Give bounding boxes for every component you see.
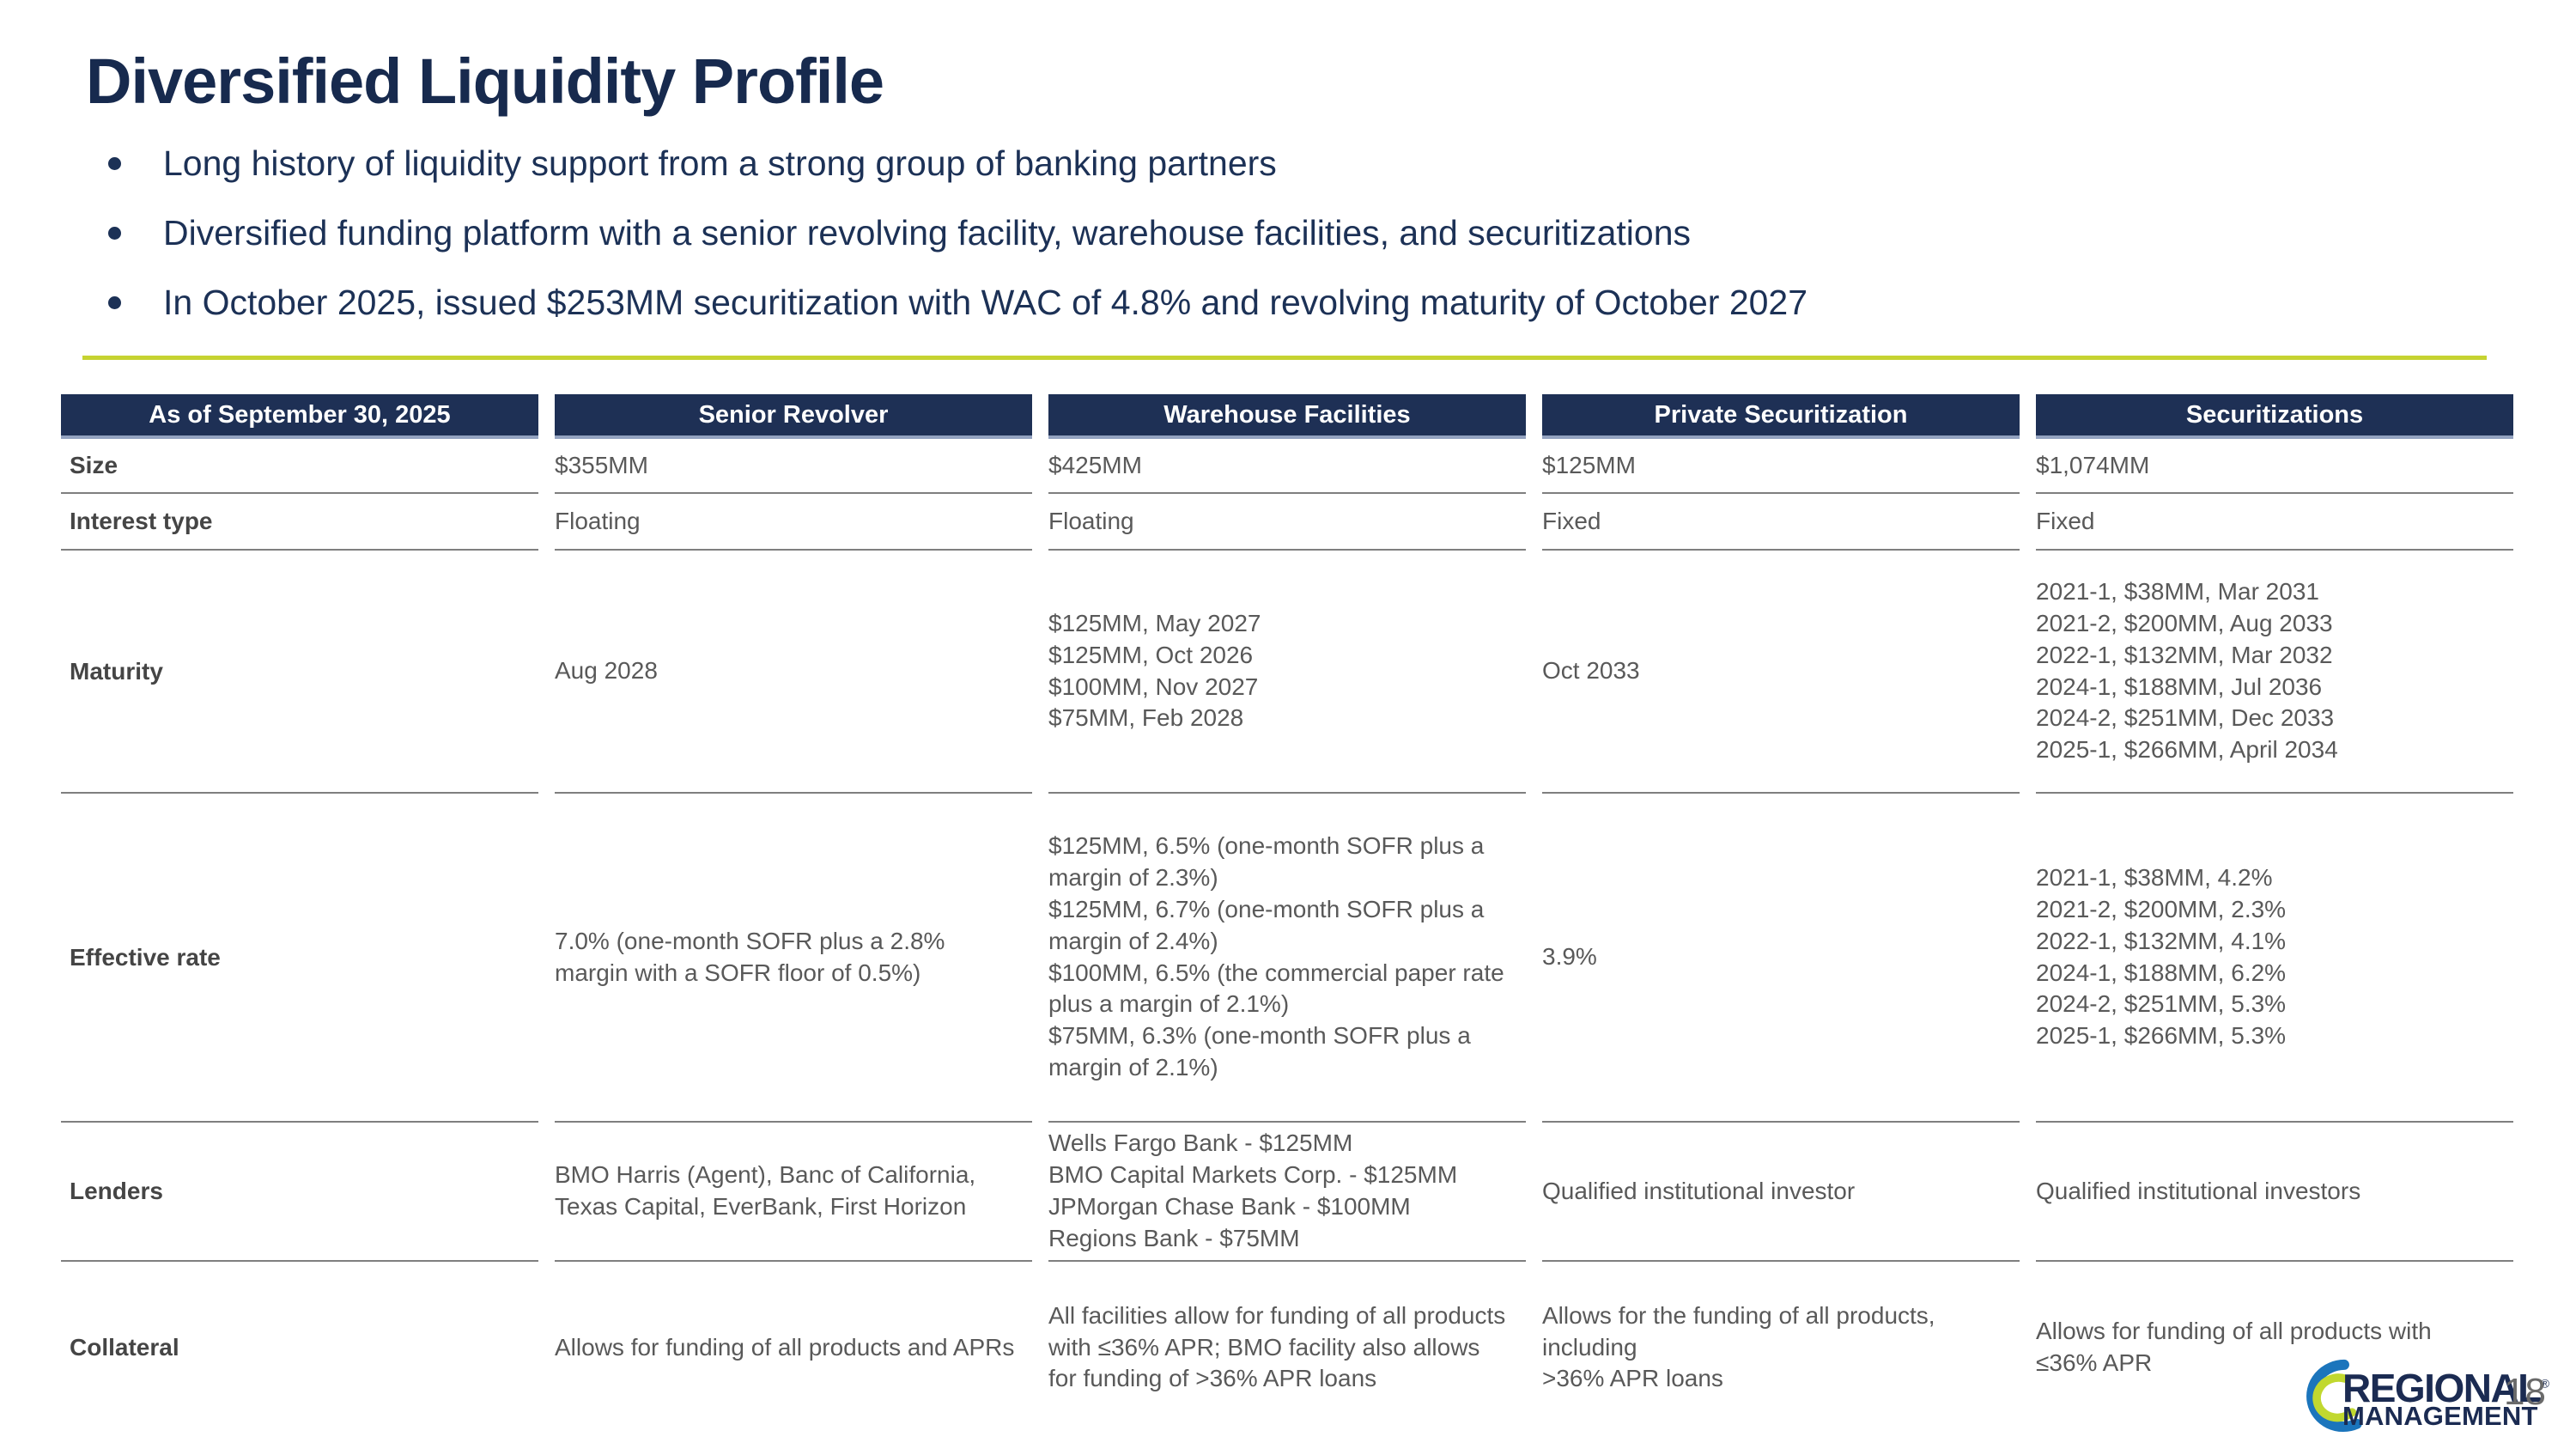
row-label-collateral: Collateral <box>70 1334 179 1361</box>
page-number: 18 <box>2504 1371 2546 1413</box>
cell-collateral-securitizations: Allows for funding of all products with … <box>2036 1318 2432 1376</box>
column-header-private-securitization: Private Securitization <box>1542 394 2020 439</box>
row-label-size: Size <box>61 439 538 494</box>
bullet-list: Long history of liquidity support from a… <box>101 143 2488 353</box>
page-title: Diversified Liquidity Profile <box>86 46 884 117</box>
cell-effective-rate-senior-revolver: 7.0% (one-month SOFR plus a 2.8% margin … <box>555 794 1032 1123</box>
cell-effective-rate-securitizations: 2021-1, $38MM, 4.2% 2021-2, $200MM, 2.3%… <box>2036 794 2513 1123</box>
cell-size-senior-revolver: $355MM <box>555 439 1032 494</box>
cell-interest-senior-revolver: Floating <box>555 494 1032 551</box>
cell-size-warehouse: $425MM <box>1048 439 1526 494</box>
column-header-as-of-date: As of September 30, 2025 <box>61 394 538 439</box>
cell-collateral-warehouse: All facilities allow for funding of all … <box>1048 1301 1506 1392</box>
accent-divider <box>82 356 2487 360</box>
cell-maturity-warehouse: $125MM, May 2027 $125MM, Oct 2026 $100MM… <box>1048 551 1526 794</box>
liquidity-table: As of September 30, 2025 Senior Revolver… <box>61 394 2513 1434</box>
cell-lenders-private-securitization: Qualified institutional investor <box>1542 1123 2020 1262</box>
logo-regional-text: REGIONAL <box>2342 1365 2542 1410</box>
bullet-item: In October 2025, issued $253MM securitiz… <box>101 283 2488 322</box>
column-header-warehouse-facilities: Warehouse Facilities <box>1048 394 1526 439</box>
row-label-maturity: Maturity <box>61 551 538 794</box>
column-header-securitizations: Securitizations <box>2036 394 2513 439</box>
row-label-lenders: Lenders <box>61 1123 538 1262</box>
row-label-interest-type: Interest type <box>61 494 538 551</box>
row-label-effective-rate: Effective rate <box>61 794 538 1123</box>
cell-lenders-securitizations: Qualified institutional investors <box>2036 1123 2513 1262</box>
regional-management-logo: REGIONAL® MANAGEMENT <box>2282 1359 2549 1441</box>
cell-interest-securitizations: Fixed <box>2036 494 2513 551</box>
cell-maturity-senior-revolver: Aug 2028 <box>555 551 1032 794</box>
bullet-item: Long history of liquidity support from a… <box>101 143 2488 183</box>
cell-size-securitizations: $1,074MM <box>2036 439 2513 494</box>
cell-collateral-private-securitization: Allows for the funding of all products, … <box>1542 1301 1935 1392</box>
registered-trademark-icon: ® <box>2540 1376 2549 1391</box>
cell-lenders-warehouse: Wells Fargo Bank - $125MM BMO Capital Ma… <box>1048 1123 1526 1262</box>
cell-collateral-senior-revolver: Allows for funding of all products and A… <box>555 1333 1015 1361</box>
cell-maturity-private-securitization: Oct 2033 <box>1542 551 2020 794</box>
cell-interest-private-securitization: Fixed <box>1542 494 2020 551</box>
logo-swoosh-icon <box>2306 1359 2362 1433</box>
cell-maturity-securitizations: 2021-1, $38MM, Mar 2031 2021-2, $200MM, … <box>2036 551 2513 794</box>
cell-effective-rate-private-securitization: 3.9% <box>1542 794 2020 1123</box>
logo-line1: REGIONAL® <box>2342 1368 2549 1408</box>
bullet-item: Diversified funding platform with a seni… <box>101 213 2488 253</box>
cell-lenders-senior-revolver: BMO Harris (Agent), Banc of California, … <box>555 1123 1032 1262</box>
logo-line2: MANAGEMENT <box>2342 1401 2538 1432</box>
cell-size-private-securitization: $125MM <box>1542 439 2020 494</box>
column-header-senior-revolver: Senior Revolver <box>555 394 1032 439</box>
cell-effective-rate-warehouse: $125MM, 6.5% (one-month SOFR plus a marg… <box>1048 794 1526 1123</box>
cell-interest-warehouse: Floating <box>1048 494 1526 551</box>
logo-wordmark: REGIONAL® MANAGEMENT <box>2342 1368 2549 1432</box>
